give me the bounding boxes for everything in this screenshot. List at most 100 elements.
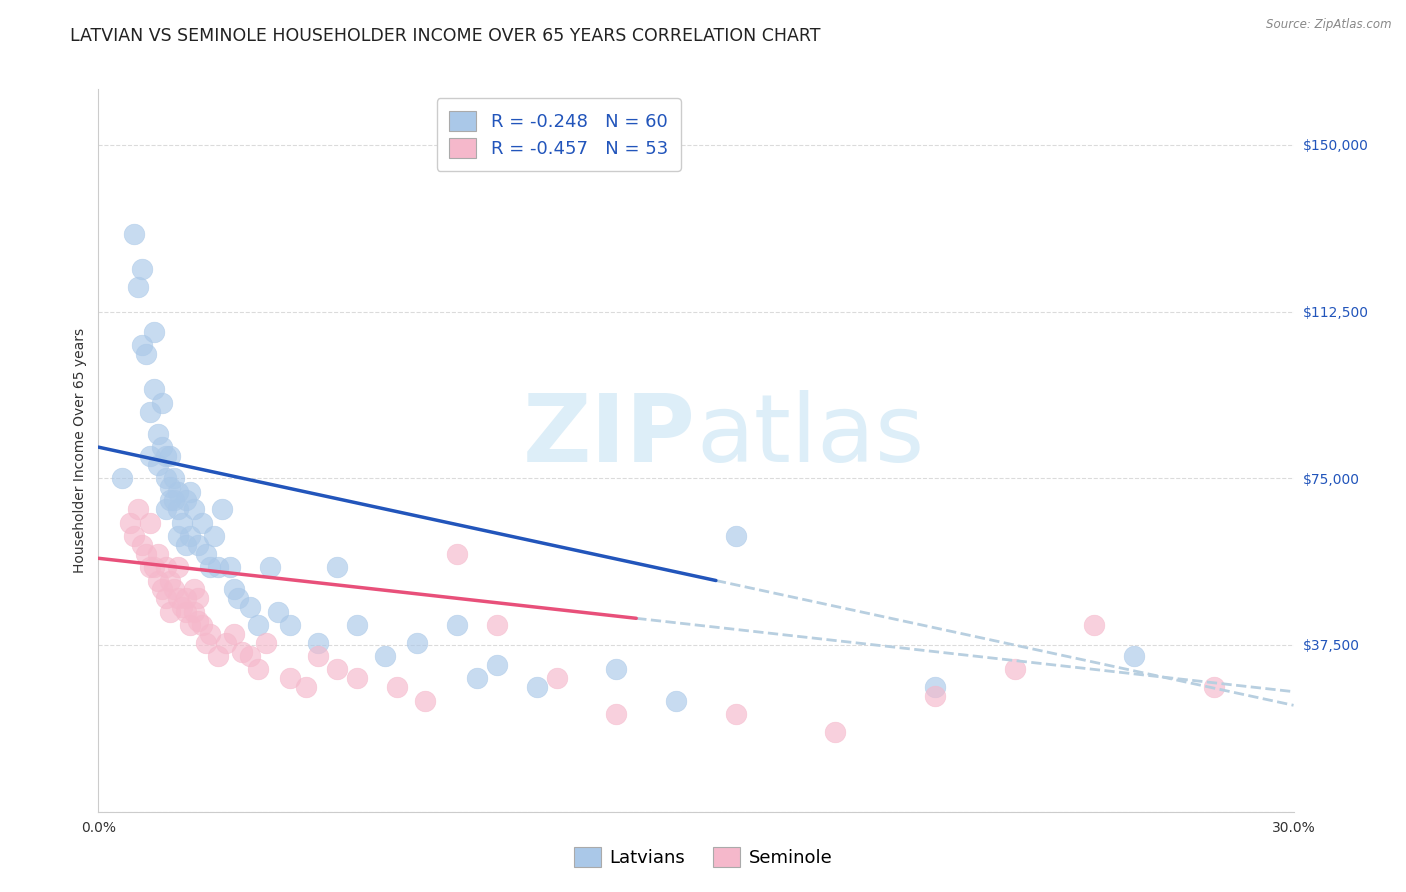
Point xyxy=(278,618,301,632)
Point xyxy=(267,605,290,619)
Point xyxy=(150,582,173,597)
Point xyxy=(155,471,177,485)
Point xyxy=(179,484,201,499)
Point xyxy=(143,325,166,339)
Point xyxy=(127,502,149,516)
Point xyxy=(131,538,153,552)
Point xyxy=(148,574,170,588)
Text: LATVIAN VS SEMINOLE HOUSEHOLDER INCOME OVER 65 YEARS CORRELATION CHART: LATVIAN VS SEMINOLE HOUSEHOLDER INCOME O… xyxy=(70,27,821,45)
Point xyxy=(924,689,946,703)
Point xyxy=(278,671,301,685)
Point xyxy=(174,493,197,508)
Point xyxy=(226,591,249,606)
Point xyxy=(326,560,349,574)
Point xyxy=(307,649,329,664)
Point xyxy=(198,627,221,641)
Point xyxy=(259,560,281,574)
Point xyxy=(148,547,170,561)
Point xyxy=(159,480,181,494)
Legend: Latvians, Seminole: Latvians, Seminole xyxy=(567,839,839,874)
Point xyxy=(159,574,181,588)
Point xyxy=(172,516,194,530)
Point xyxy=(546,671,568,685)
Point xyxy=(605,662,627,676)
Point xyxy=(131,262,153,277)
Point xyxy=(174,591,197,606)
Point xyxy=(187,538,209,552)
Point xyxy=(150,440,173,454)
Point xyxy=(605,706,627,721)
Point xyxy=(163,582,186,597)
Point xyxy=(187,614,209,628)
Point xyxy=(174,538,197,552)
Point xyxy=(374,649,396,664)
Point xyxy=(326,662,349,676)
Point xyxy=(211,502,233,516)
Point xyxy=(172,600,194,615)
Point xyxy=(159,449,181,463)
Point xyxy=(207,560,229,574)
Legend: R = -0.248   N = 60, R = -0.457   N = 53: R = -0.248 N = 60, R = -0.457 N = 53 xyxy=(436,98,681,170)
Point xyxy=(485,658,508,673)
Point xyxy=(159,493,181,508)
Text: ZIP: ZIP xyxy=(523,390,696,482)
Point xyxy=(159,605,181,619)
Point xyxy=(155,449,177,463)
Point xyxy=(167,591,190,606)
Point xyxy=(254,636,277,650)
Point xyxy=(163,471,186,485)
Point xyxy=(446,547,468,561)
Point xyxy=(406,636,429,650)
Point xyxy=(167,560,190,574)
Point xyxy=(155,591,177,606)
Point xyxy=(526,680,548,694)
Point xyxy=(191,516,214,530)
Point xyxy=(135,347,157,361)
Point xyxy=(150,395,173,409)
Point xyxy=(139,560,162,574)
Point xyxy=(446,618,468,632)
Point xyxy=(155,560,177,574)
Text: atlas: atlas xyxy=(696,390,924,482)
Point xyxy=(155,502,177,516)
Point xyxy=(215,636,238,650)
Point xyxy=(307,636,329,650)
Point xyxy=(924,680,946,694)
Point xyxy=(179,618,201,632)
Point xyxy=(120,516,142,530)
Point xyxy=(824,724,846,739)
Point xyxy=(385,680,409,694)
Point xyxy=(231,645,253,659)
Point xyxy=(131,338,153,352)
Point xyxy=(187,591,209,606)
Point xyxy=(163,493,186,508)
Point xyxy=(1202,680,1225,694)
Point xyxy=(127,280,149,294)
Point xyxy=(665,693,688,707)
Point xyxy=(239,649,262,664)
Point xyxy=(183,605,205,619)
Point xyxy=(167,484,190,499)
Point xyxy=(465,671,488,685)
Point xyxy=(294,680,316,694)
Point xyxy=(139,404,162,418)
Point xyxy=(346,618,368,632)
Point xyxy=(239,600,262,615)
Point xyxy=(111,471,134,485)
Point xyxy=(143,560,166,574)
Point xyxy=(191,618,214,632)
Point xyxy=(167,502,190,516)
Point xyxy=(195,547,218,561)
Point xyxy=(143,382,166,396)
Point xyxy=(183,582,205,597)
Point xyxy=(183,502,205,516)
Point xyxy=(124,529,146,543)
Point xyxy=(485,618,508,632)
Point xyxy=(179,529,201,543)
Point xyxy=(135,547,157,561)
Point xyxy=(198,560,221,574)
Point xyxy=(222,582,245,597)
Point xyxy=(1123,649,1146,664)
Point xyxy=(174,605,197,619)
Point xyxy=(1004,662,1026,676)
